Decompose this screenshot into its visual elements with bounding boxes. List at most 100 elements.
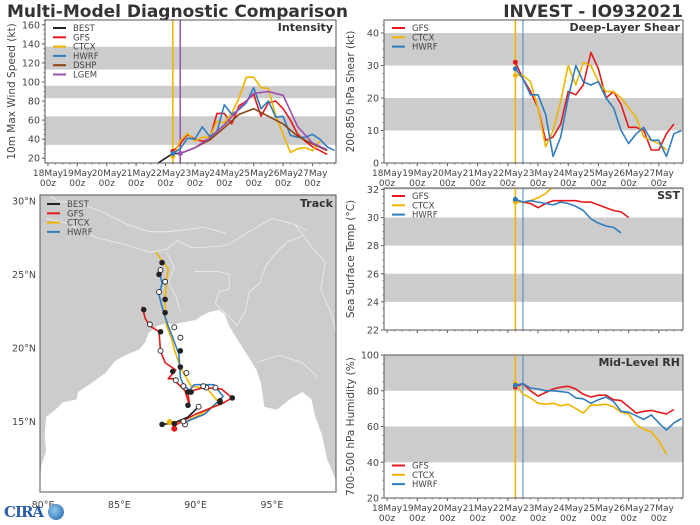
legend-label-gfs: GFS [412, 24, 429, 34]
y-tick-label: 60 [367, 422, 379, 433]
lon-tick-label: 90°E [184, 500, 207, 511]
plot-frame [383, 19, 684, 164]
series-line-dshp [179, 107, 328, 155]
y-axis-label: 10m Max Wind Speed (kt) [6, 23, 18, 159]
series-start-point-hwrf [512, 382, 518, 388]
legend-label-best: BEST [73, 24, 96, 34]
y-tick-label: 160 [22, 20, 40, 31]
plot-area [45, 20, 336, 163]
series-line-gfs [515, 382, 675, 415]
track-marker-00z [171, 420, 178, 427]
track-marker-00z [169, 368, 176, 375]
country-border [166, 252, 181, 312]
plot-background [384, 188, 683, 330]
country-border [236, 235, 303, 327]
series-line-hwrf [514, 64, 682, 158]
panel-title: Mid-Level RH [598, 356, 680, 369]
x-tick-label-date: 21May [121, 169, 152, 179]
track-marker-00z [185, 402, 191, 409]
shaded-band [384, 355, 683, 391]
x-tick-label-date: 24May [553, 504, 584, 514]
x-tick-label-hour: 00z [651, 179, 667, 189]
y-tick-label: 40 [28, 135, 40, 146]
y-tick-label: 20 [367, 94, 379, 105]
legend-label-gfs: GFS [67, 209, 84, 219]
track-marker-12z [212, 384, 219, 391]
x-tick-label-date: 23May [523, 504, 554, 514]
shaded-band [45, 116, 336, 145]
x-tick-label-hour: 00z [500, 179, 516, 189]
legend-label-ctcx: CTCX [73, 43, 96, 53]
x-tick-label-hour: 00z [40, 179, 56, 189]
map-area [40, 195, 336, 492]
x-tick-label-hour: 00z [470, 179, 486, 189]
x-tick-label-hour: 00z [379, 179, 395, 189]
x-tick-label-hour: 00z [560, 514, 576, 524]
country-border [194, 271, 238, 327]
series-start-point-gfs [512, 59, 518, 65]
shaded-band [384, 98, 683, 131]
y-tick-label: 26 [367, 269, 379, 280]
legend-label-hwrf: HWRF [412, 211, 438, 221]
x-tick-label-hour: 00z [621, 179, 637, 189]
y-tick-label: 30 [367, 61, 379, 72]
lon-tick-label: 85°E [108, 500, 131, 511]
x-tick-label-hour: 00z [651, 514, 667, 524]
y-axis-label: Sea Surface Temp (°C) [345, 200, 357, 318]
legend-label-gfs: GFS [412, 192, 429, 202]
track-marker-00z [140, 306, 147, 313]
y-tick-label: 40 [367, 458, 379, 469]
y-tick-label: 80 [367, 386, 379, 397]
country-border [46, 218, 308, 253]
x-tick-label-date: 20May [92, 169, 123, 179]
lat-tick-label: 20°N [12, 343, 36, 354]
track-marker-00z [159, 259, 165, 266]
track-marker-00z [159, 421, 165, 428]
panel-title: Deep-Layer Shear [569, 21, 680, 34]
x-tick-label-date: 27May [644, 504, 675, 514]
x-tick-label-date: 19May [402, 504, 433, 514]
x-tick-label-hour: 00z [560, 179, 576, 189]
y-axis-label: 200-850 hPa Shear (kt) [345, 31, 357, 153]
x-tick-label-hour: 00z [99, 179, 115, 189]
series-start-point-hwrf [512, 66, 518, 72]
x-tick-label-hour: 00z [590, 179, 606, 189]
series-line-ctcx [514, 383, 668, 455]
series-start-point-lgem [177, 150, 183, 156]
x-tick-label-date: 18May [33, 169, 64, 179]
x-tick-label-date: 22May [150, 169, 181, 179]
cira-globe-icon [48, 504, 65, 520]
x-tick-label-hour: 00z [379, 514, 395, 524]
x-tick-label-hour: 00z [439, 179, 455, 189]
lat-tick-label: 25°N [12, 270, 36, 281]
x-tick-label-hour: 00z [275, 179, 291, 189]
track-marker-12z [171, 324, 178, 331]
lat-tick-label: 15°N [12, 417, 36, 428]
track-marker-00z [156, 271, 162, 278]
storm-id-title: INVEST - IO932021 [503, 2, 683, 22]
plot-area [384, 20, 683, 163]
x-tick-label-hour: 00z [409, 514, 425, 524]
panel-rh: 2040608010018May00z19May00z20May00z21May… [345, 351, 684, 524]
legend-label-dshp: DSHP [73, 61, 96, 71]
y-tick-label: 40 [367, 29, 379, 40]
track-start-gfs [171, 425, 178, 432]
panel-sst: 22 24 26 28 30 32 SST Sea Surface Temp (°C) GFSC… [345, 185, 684, 337]
lon-tick-label: 80°E [32, 500, 55, 511]
track-marker-12z [162, 278, 169, 285]
legend-label-hwrf: HWRF [412, 480, 438, 490]
x-tick-label-hour: 00z [530, 514, 546, 524]
legend-label-gfs: GFS [412, 462, 429, 472]
lat-tick-label: 30°N [12, 196, 36, 207]
shaded-band [45, 85, 336, 99]
panel-track: 80°E 85°E 90°E 95°E 15°N 20°N 25°N 30°N Track BES… [12, 194, 337, 511]
country-border [294, 224, 336, 334]
map-frame [39, 194, 337, 493]
track-marker-12z [195, 403, 202, 410]
legend-label-ctcx: CTCX [67, 219, 90, 229]
series-line-hwrf [515, 198, 622, 234]
legend-label-hwrf: HWRF [73, 52, 99, 62]
